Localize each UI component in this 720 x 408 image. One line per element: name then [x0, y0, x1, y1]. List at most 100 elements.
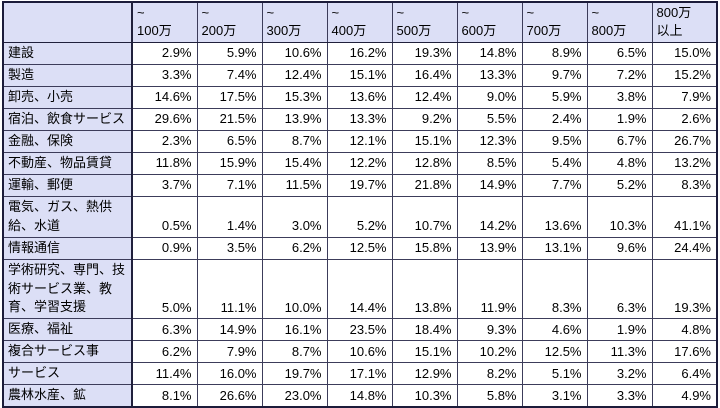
value-cell: 6.4%: [651, 362, 718, 386]
value-cell: 23.5%: [326, 318, 393, 342]
row-label: 農林水産、鉱: [2, 384, 133, 408]
column-header: ~ 700万: [521, 1, 588, 43]
row-label: 製造: [2, 64, 133, 87]
column-header: ~ 800万: [586, 1, 653, 43]
value-cell: 13.3%: [326, 108, 393, 131]
value-cell: 10.2%: [456, 340, 523, 364]
value-cell: 18.4%: [391, 318, 458, 342]
column-header: ~ 500万: [391, 1, 458, 43]
value-cell: 8.9%: [521, 42, 588, 65]
row-label: 金融、保険: [2, 130, 133, 153]
value-cell: 14.8%: [326, 384, 393, 408]
table-row: 農林水産、鉱 8.1% 26.6% 23.0% 14.8% 10.3% 5.8% 3.1% 3.…: [2, 384, 718, 408]
value-cell: 26.7%: [651, 130, 718, 153]
value-cell: 12.3%: [456, 130, 523, 153]
value-cell: 6.2%: [261, 236, 328, 260]
table-row: 金融、保険 2.3% 6.5% 8.7% 12.1% 15.1% 12.3% 9.5% 6.7%…: [2, 130, 718, 153]
row-label: 情報通信: [2, 236, 133, 260]
value-cell: 3.2%: [586, 362, 653, 386]
value-cell: 12.5%: [521, 340, 588, 364]
value-cell: 5.5%: [456, 108, 523, 131]
value-cell: 6.3%: [131, 318, 198, 342]
row-label: 宿泊、飲食サービス: [2, 108, 133, 131]
value-cell: 14.9%: [196, 318, 263, 342]
value-cell: 15.3%: [261, 86, 328, 109]
value-cell: 17.6%: [651, 340, 718, 364]
table-row: 不動産、物品賃貸 11.8% 15.9% 15.4% 12.2% 12.8% 8.5% 5.4…: [2, 152, 718, 175]
table-body: 建設 2.9% 5.9% 10.6% 16.2% 19.3% 14.8% 8.9% 6.5% 15…: [2, 42, 718, 408]
value-cell: 13.9%: [456, 236, 523, 260]
value-cell: 7.1%: [196, 174, 263, 197]
value-cell: 15.1%: [391, 130, 458, 153]
value-cell: 8.7%: [261, 340, 328, 364]
value-cell: 21.5%: [196, 108, 263, 131]
value-cell: 8.5%: [456, 152, 523, 175]
table-row: 建設 2.9% 5.9% 10.6% 16.2% 19.3% 14.8% 8.9% 6.5% 15…: [2, 42, 718, 65]
value-cell: 14.8%: [456, 42, 523, 65]
value-cell: 16.2%: [326, 42, 393, 65]
value-cell: 9.6%: [586, 236, 653, 260]
value-cell: 8.2%: [456, 362, 523, 386]
value-cell: 5.9%: [196, 42, 263, 65]
value-cell: 7.9%: [196, 340, 263, 364]
value-cell: 1.9%: [586, 108, 653, 131]
value-cell: 11.9%: [456, 258, 523, 320]
value-cell: 15.9%: [196, 152, 263, 175]
table-row: 学術研究、専門、技術サービス業、教育、学習支援 5.0% 11.1% 10.0% 14.…: [2, 258, 718, 320]
value-cell: 11.5%: [261, 174, 328, 197]
value-cell: 7.2%: [586, 64, 653, 87]
value-cell: 16.1%: [261, 318, 328, 342]
value-cell: 6.5%: [586, 42, 653, 65]
value-cell: 16.0%: [196, 362, 263, 386]
value-cell: 12.5%: [326, 236, 393, 260]
value-cell: 2.6%: [651, 108, 718, 131]
value-cell: 9.2%: [391, 108, 458, 131]
value-cell: 8.1%: [131, 384, 198, 408]
value-cell: 19.7%: [261, 362, 328, 386]
table-row: 医療、福祉 6.3% 14.9% 16.1% 23.5% 18.4% 9.3% 4.6% 1.9…: [2, 318, 718, 342]
value-cell: 3.0%: [261, 196, 328, 238]
value-cell: 15.1%: [326, 64, 393, 87]
value-cell: 4.8%: [651, 318, 718, 342]
value-cell: 11.1%: [196, 258, 263, 320]
value-cell: 29.6%: [131, 108, 198, 131]
table-row: 運輸、郵便 3.7% 7.1% 11.5% 19.7% 21.8% 14.9% 7.7% 5.2…: [2, 174, 718, 197]
value-cell: 4.6%: [521, 318, 588, 342]
value-cell: 3.8%: [586, 86, 653, 109]
value-cell: 7.7%: [521, 174, 588, 197]
value-cell: 3.7%: [131, 174, 198, 197]
column-header: ~ 200万: [196, 1, 263, 43]
value-cell: 0.5%: [131, 196, 198, 238]
row-label: 医療、福祉: [2, 318, 133, 342]
value-cell: 11.8%: [131, 152, 198, 175]
value-cell: 5.4%: [521, 152, 588, 175]
value-cell: 10.7%: [391, 196, 458, 238]
value-cell: 6.3%: [586, 258, 653, 320]
table-row: 宿泊、飲食サービス 29.6% 21.5% 13.9% 13.3% 9.2% 5.5% 2.4…: [2, 108, 718, 131]
value-cell: 10.3%: [586, 196, 653, 238]
row-label: 電気、ガス、熱供給、水道: [2, 196, 133, 238]
value-cell: 9.7%: [521, 64, 588, 87]
value-cell: 10.6%: [261, 42, 328, 65]
column-header: ~ 300万: [261, 1, 328, 43]
value-cell: 10.6%: [326, 340, 393, 364]
value-cell: 14.9%: [456, 174, 523, 197]
value-cell: 10.0%: [261, 258, 328, 320]
column-header: ~ 100万: [131, 1, 198, 43]
value-cell: 12.1%: [326, 130, 393, 153]
value-cell: 2.4%: [521, 108, 588, 131]
value-cell: 1.9%: [586, 318, 653, 342]
value-cell: 13.8%: [391, 258, 458, 320]
row-label: 学術研究、専門、技術サービス業、教育、学習支援: [2, 258, 133, 320]
value-cell: 11.4%: [131, 362, 198, 386]
value-cell: 2.3%: [131, 130, 198, 153]
value-cell: 13.1%: [521, 236, 588, 260]
value-cell: 13.6%: [521, 196, 588, 238]
row-label: 複合サービス事: [2, 340, 133, 364]
value-cell: 17.5%: [196, 86, 263, 109]
value-cell: 16.4%: [391, 64, 458, 87]
value-cell: 3.3%: [586, 384, 653, 408]
value-cell: 3.5%: [196, 236, 263, 260]
value-cell: 17.1%: [326, 362, 393, 386]
